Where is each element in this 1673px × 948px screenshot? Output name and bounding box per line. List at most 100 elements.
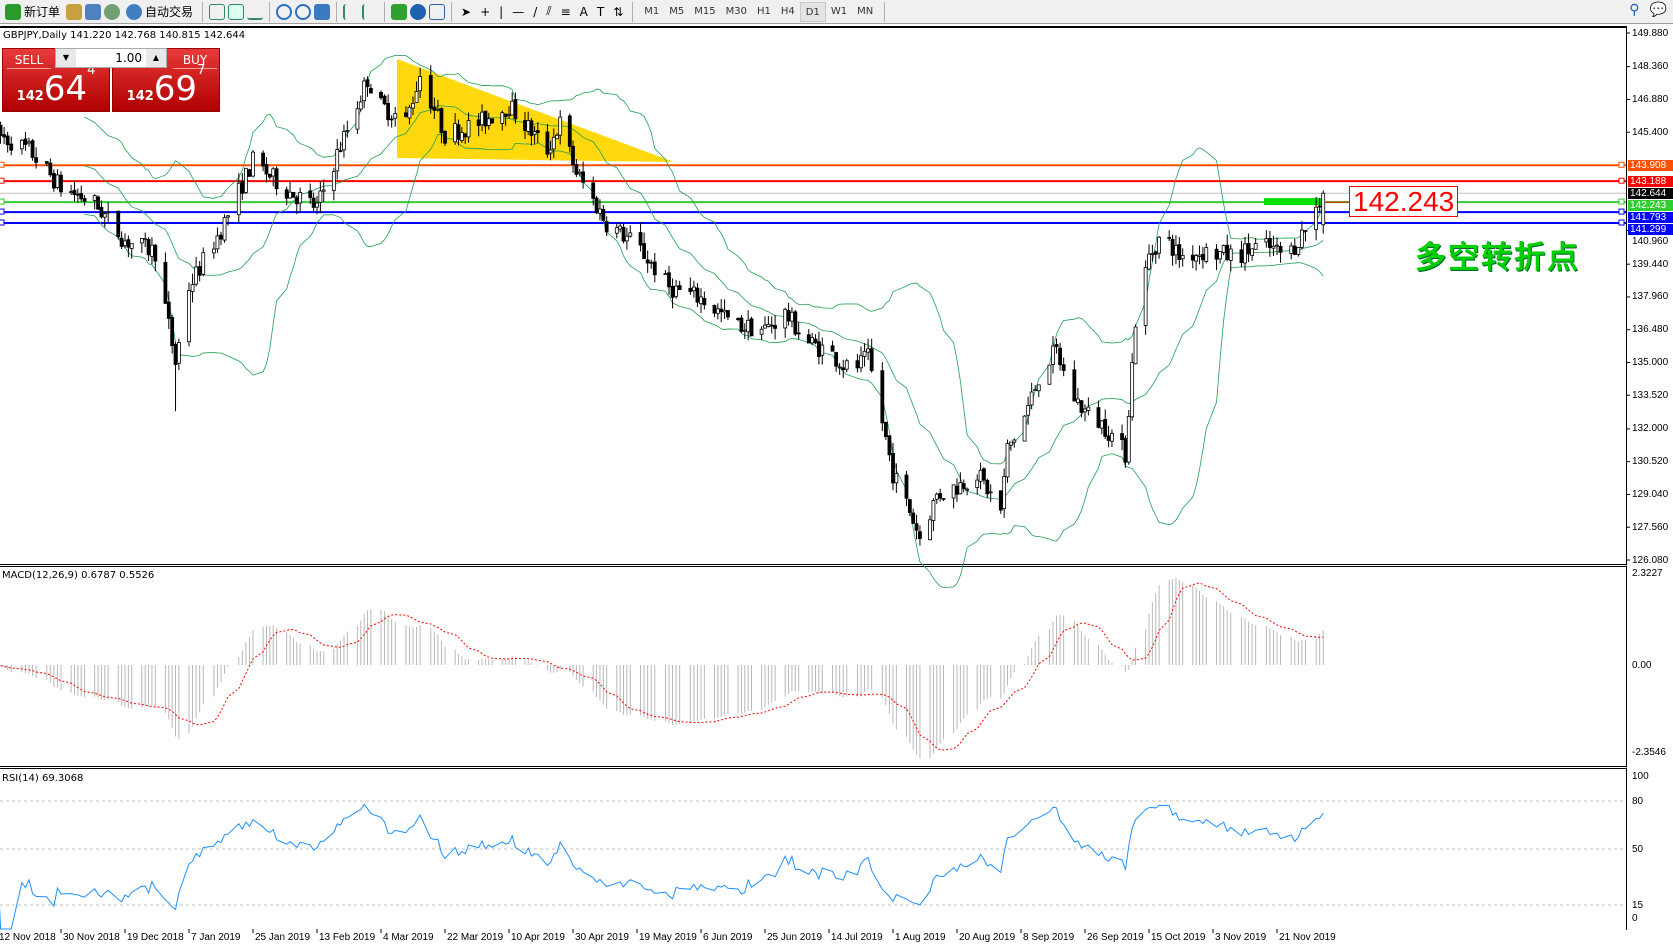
bearish-candle — [642, 243, 647, 260]
periods-icon[interactable] — [410, 3, 427, 20]
bearish-candle — [382, 95, 387, 105]
bearish-candle — [1246, 242, 1251, 255]
bearish-candle — [483, 110, 488, 127]
trendline-icon[interactable]: / — [533, 4, 538, 19]
zoom-in-icon[interactable] — [276, 3, 293, 20]
bullish-candle — [928, 519, 932, 541]
bullish-candle — [975, 479, 980, 488]
bullish-candle — [362, 80, 367, 102]
bearish-candle — [261, 152, 266, 167]
support-zone-marker — [1264, 198, 1322, 206]
chat-icon[interactable]: 💬 — [1649, 2, 1667, 18]
timeframe-mn[interactable]: MN — [857, 5, 874, 17]
timeframe-m5[interactable]: M5 — [669, 5, 685, 17]
bullish-candle — [435, 108, 440, 111]
sell-price: 142644 — [16, 63, 96, 109]
bullish-candle — [480, 111, 484, 126]
toolbar-separator — [336, 1, 338, 22]
bearish-candle — [667, 272, 671, 288]
indicators-icon[interactable] — [391, 3, 408, 20]
line-chart-icon[interactable] — [247, 4, 264, 20]
signals-icon[interactable] — [104, 3, 121, 20]
bearish-candle — [567, 115, 572, 147]
search-icon[interactable]: ⚲ — [1629, 2, 1640, 18]
bullish-candle — [931, 500, 936, 521]
timeframe-m30[interactable]: M30 — [725, 5, 748, 17]
toolbar-separator — [269, 1, 271, 22]
lot-increase-button[interactable]: ▲ — [146, 49, 166, 67]
tile-windows-icon[interactable] — [314, 3, 331, 20]
bearish-candle — [830, 345, 835, 352]
bullish-candle — [129, 242, 134, 249]
bullish-candle — [1243, 243, 1247, 264]
bearish-candle — [476, 119, 481, 126]
text-icon[interactable]: A — [579, 4, 588, 19]
vertical-line-icon[interactable]: | — [499, 4, 504, 19]
auto-trading-button[interactable]: 自动交易 — [123, 2, 196, 22]
bull-bear-turning-point-text[interactable]: 多空转折点 — [1415, 240, 1580, 276]
bullish-candle — [510, 100, 515, 116]
level-price-label: 141.793 — [1628, 211, 1673, 223]
auto-scroll-icon[interactable] — [343, 3, 359, 20]
rsi-panel[interactable] — [0, 766, 1627, 930]
timeframe-w1[interactable]: W1 — [830, 5, 848, 17]
bullish-candle — [1264, 238, 1269, 243]
bearish-candle — [726, 310, 730, 318]
bullish-candle — [123, 240, 127, 247]
timeframe-m1[interactable]: M1 — [644, 5, 660, 17]
bullish-candle — [211, 248, 216, 254]
bearish-candle — [1120, 433, 1124, 441]
bullish-candle — [551, 136, 556, 150]
timeframe-m15[interactable]: M15 — [694, 5, 716, 17]
bullish-candle — [790, 311, 794, 322]
bullish-candle — [102, 213, 107, 218]
bullish-candle — [715, 308, 720, 314]
navigator-icon[interactable] — [85, 3, 102, 20]
lot-size-input[interactable]: 1.00 — [115, 51, 142, 65]
chart-shift-icon[interactable] — [362, 3, 378, 20]
bearish-candle — [51, 173, 56, 189]
bullish-candle — [1047, 364, 1052, 385]
timeframe-h4[interactable]: H4 — [780, 5, 795, 17]
date-axis-label: 19 Dec 2018 — [127, 932, 184, 943]
bearish-candle — [503, 113, 508, 117]
bearish-candle — [463, 133, 468, 138]
fibonacci-fan-icon[interactable]: ⫽ — [546, 4, 552, 18]
price-chart[interactable] — [0, 26, 1627, 564]
price-annotation-box[interactable]: 142.243 — [1349, 186, 1459, 217]
level-handle-icon — [0, 208, 5, 215]
new-order-button[interactable]: 新订单 — [2, 2, 63, 22]
macd-panel[interactable] — [0, 564, 1627, 766]
macd-title: MACD(12,26,9) 0.6787 0.5526 — [2, 570, 155, 581]
horizontal-line-icon[interactable]: — — [512, 4, 525, 19]
bullish-candle — [1051, 345, 1055, 365]
arrows-icon[interactable]: ⇅ — [613, 4, 624, 19]
text-label-icon[interactable]: T — [596, 4, 605, 19]
bearish-candle — [338, 150, 343, 152]
timeframe-h1[interactable]: H1 — [757, 5, 771, 17]
bearish-candle — [59, 174, 63, 193]
bearish-candle — [523, 120, 527, 132]
bearish-candle — [99, 207, 104, 218]
market-watch-icon[interactable] — [66, 3, 83, 20]
bullish-candle — [844, 360, 849, 370]
crosshair-icon[interactable]: + — [480, 4, 491, 19]
lot-decrease-button[interactable]: ▼ — [56, 49, 76, 67]
cursor-icon[interactable]: ➤ — [461, 4, 472, 19]
zoom-out-icon[interactable] — [295, 3, 312, 20]
timeframe-d1[interactable]: D1 — [799, 1, 826, 22]
bearish-candle — [813, 338, 818, 344]
toolbar: 新订单 自动交易 ➤ + | — / ⫽ ≡ A T ⇅ M1 M5 M15 M30 H… — [0, 0, 1673, 24]
bearish-candle — [938, 493, 943, 499]
bullish-candle — [355, 108, 360, 130]
candlestick-icon[interactable] — [228, 3, 245, 20]
templates-icon[interactable] — [429, 3, 446, 20]
bar-chart-icon[interactable] — [209, 3, 226, 20]
fibonacci-retracement-icon[interactable]: ≡ — [560, 4, 571, 19]
bullish-candle — [894, 473, 899, 484]
bullish-candle — [1099, 420, 1104, 429]
bullish-candle — [558, 116, 563, 136]
bullish-candle — [288, 191, 292, 199]
lot-size-stepper[interactable]: ▼ 1.00 ▲ — [55, 48, 167, 68]
bullish-candle — [526, 120, 531, 132]
